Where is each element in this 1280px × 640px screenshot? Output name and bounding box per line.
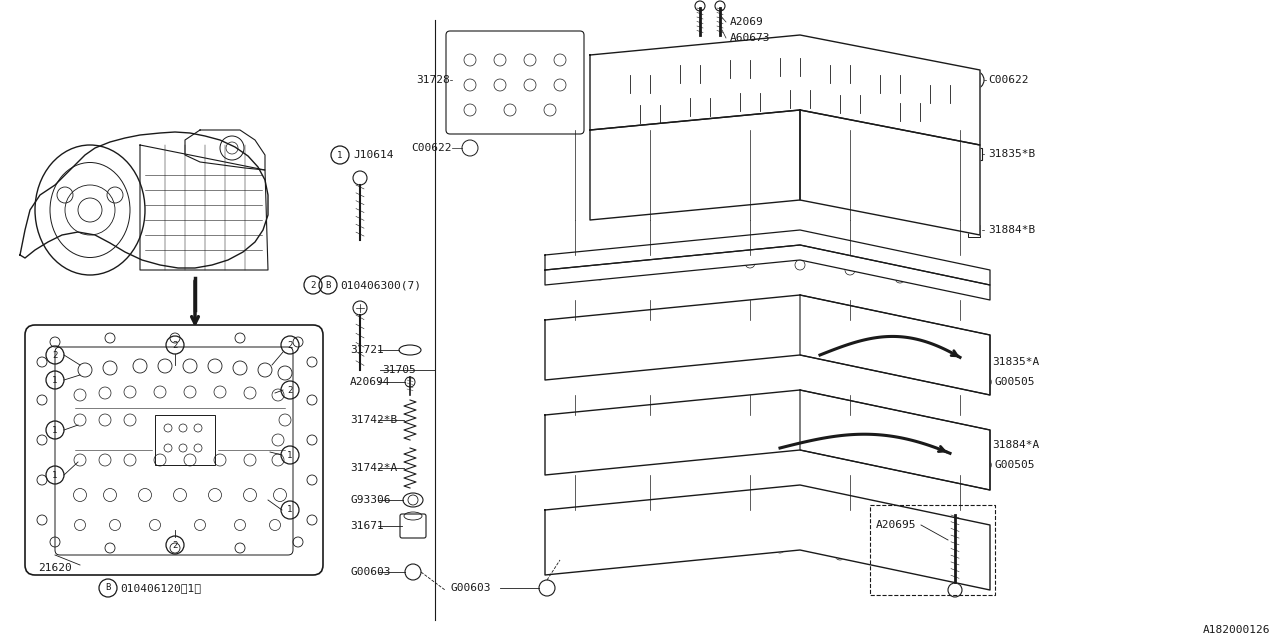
Polygon shape: [590, 110, 800, 220]
Polygon shape: [545, 245, 989, 300]
Text: 31742*A: 31742*A: [349, 463, 397, 473]
Text: B: B: [325, 280, 330, 289]
Text: G00505: G00505: [995, 460, 1034, 470]
Text: 1: 1: [52, 470, 58, 479]
Polygon shape: [800, 110, 980, 235]
Text: G00505: G00505: [995, 377, 1034, 387]
Text: 2: 2: [173, 541, 178, 550]
Text: A20694: A20694: [349, 377, 390, 387]
Text: A20695: A20695: [876, 520, 916, 530]
Text: J10614: J10614: [353, 150, 393, 160]
Text: B: B: [105, 584, 110, 593]
Text: 2: 2: [287, 385, 293, 394]
Text: G00603: G00603: [349, 567, 390, 577]
Text: 31671: 31671: [349, 521, 384, 531]
Text: 1: 1: [52, 426, 58, 435]
Text: 31742*B: 31742*B: [349, 415, 397, 425]
Text: 1: 1: [287, 451, 293, 460]
Bar: [968, 225, 980, 237]
Text: 2: 2: [310, 280, 316, 289]
Polygon shape: [545, 230, 989, 285]
Text: C00622: C00622: [411, 143, 452, 153]
Text: 2: 2: [52, 351, 58, 360]
Text: 2: 2: [173, 340, 178, 349]
Text: 21620: 21620: [38, 563, 72, 573]
Text: A182000126: A182000126: [1202, 625, 1270, 635]
Bar: [970, 148, 982, 160]
Polygon shape: [590, 35, 980, 145]
Text: G93306: G93306: [349, 495, 390, 505]
Polygon shape: [545, 295, 989, 395]
Text: C00622: C00622: [988, 75, 1029, 85]
Text: 2: 2: [287, 340, 293, 349]
Polygon shape: [545, 485, 989, 590]
Text: 31705: 31705: [381, 365, 416, 375]
Text: 31728: 31728: [416, 75, 451, 85]
Text: G00603: G00603: [451, 583, 490, 593]
Text: 31835*A: 31835*A: [992, 357, 1039, 367]
Text: A2069: A2069: [730, 17, 764, 27]
Text: 31884*A: 31884*A: [992, 440, 1039, 450]
Text: 1: 1: [287, 506, 293, 515]
Text: 1: 1: [338, 150, 343, 159]
Polygon shape: [800, 295, 989, 395]
Polygon shape: [545, 390, 989, 490]
Polygon shape: [800, 390, 989, 490]
Text: 1: 1: [52, 376, 58, 385]
Text: 31884*B: 31884*B: [988, 225, 1036, 235]
Text: 31721: 31721: [349, 345, 384, 355]
Text: 31835*B: 31835*B: [988, 149, 1036, 159]
Text: 010406120（1）: 010406120（1）: [120, 583, 201, 593]
Text: A60673: A60673: [730, 33, 771, 43]
Bar: [155, 415, 215, 465]
Text: 010406300(7): 010406300(7): [340, 280, 421, 290]
